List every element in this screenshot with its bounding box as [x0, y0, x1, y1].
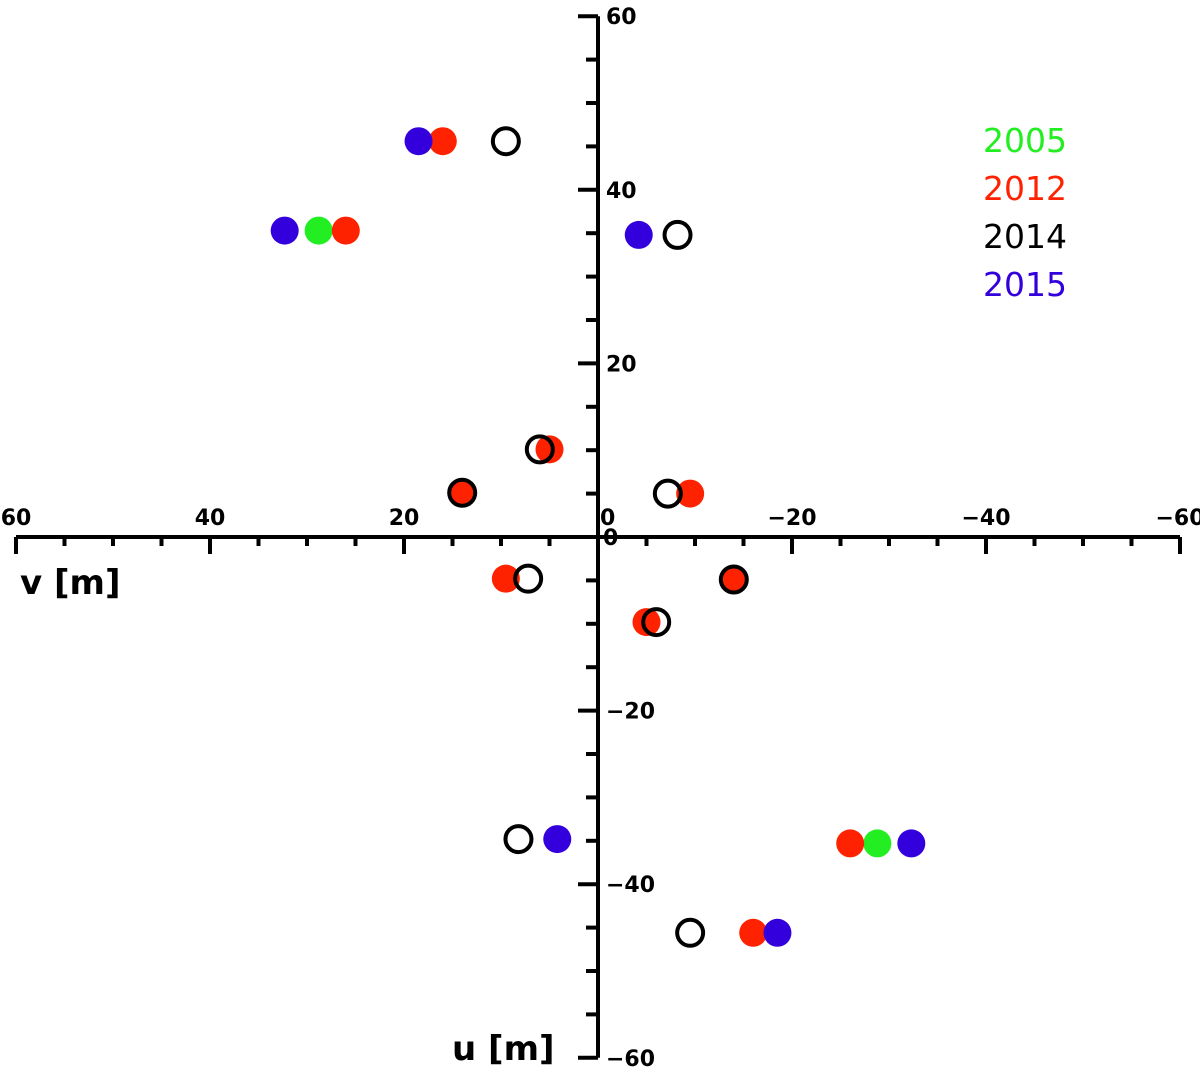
- point-2014: [718, 564, 749, 595]
- point-2012: [836, 829, 865, 858]
- point-2012: [331, 216, 360, 245]
- point-2012: [535, 435, 564, 464]
- point-2015: [404, 127, 433, 156]
- point-2012: [632, 608, 661, 637]
- point-2012: [719, 565, 748, 594]
- point-2014: [503, 824, 534, 855]
- point-2012: [676, 479, 705, 508]
- point-2014: [641, 607, 672, 638]
- y-tick-label: −20: [606, 700, 655, 725]
- tick-labels: 60 40 20 0 −20 −40 −60 60 40 20 −20 −40 −60 0: [1, 5, 1200, 1071]
- x-tick-label: 20: [389, 506, 420, 531]
- y-tick-label: 60: [606, 5, 637, 30]
- point-2012: [739, 918, 768, 947]
- point-2015: [763, 918, 792, 947]
- point-2012: [448, 478, 477, 507]
- point-2012: [428, 127, 457, 156]
- point-2015: [543, 825, 572, 854]
- x-axis-title: v [m]: [20, 563, 121, 603]
- x-tick-label: −20: [767, 506, 816, 531]
- x-tick-label: 60: [1, 506, 32, 531]
- legend: 2005 2012 2014 2015: [983, 121, 1067, 304]
- legend-entry-2005: 2005: [983, 121, 1067, 160]
- point-2014: [652, 478, 683, 509]
- point-2015: [270, 216, 299, 245]
- data-points: [270, 126, 926, 948]
- point-2005: [863, 829, 892, 858]
- x-tick-label: 0: [600, 506, 615, 531]
- y-axis-title: u [m]: [452, 1029, 555, 1069]
- legend-entry-2015: 2015: [983, 265, 1067, 304]
- x-tick-label: −60: [1155, 506, 1200, 531]
- point-2014: [447, 477, 478, 508]
- legend-entry-2014: 2014: [983, 217, 1067, 256]
- legend-entry-2012: 2012: [983, 169, 1067, 208]
- x-tick-label: −40: [961, 506, 1010, 531]
- point-2015: [624, 220, 653, 249]
- axes: [14, 14, 1182, 1060]
- y-tick-label: 20: [606, 352, 637, 377]
- x-tick-label: 40: [195, 506, 226, 531]
- point-2014: [675, 917, 706, 948]
- point-2005: [304, 216, 333, 245]
- y-tick-label: −60: [606, 1047, 655, 1071]
- point-2012: [491, 564, 520, 593]
- y-tick-label-origin: 0: [603, 526, 618, 551]
- point-2014: [662, 219, 693, 250]
- y-tick-label: −40: [606, 873, 655, 898]
- y-tick-label: 40: [606, 179, 637, 204]
- point-2014: [513, 563, 544, 594]
- point-2015: [897, 829, 926, 858]
- point-2014: [490, 126, 521, 157]
- point-2014: [524, 434, 555, 465]
